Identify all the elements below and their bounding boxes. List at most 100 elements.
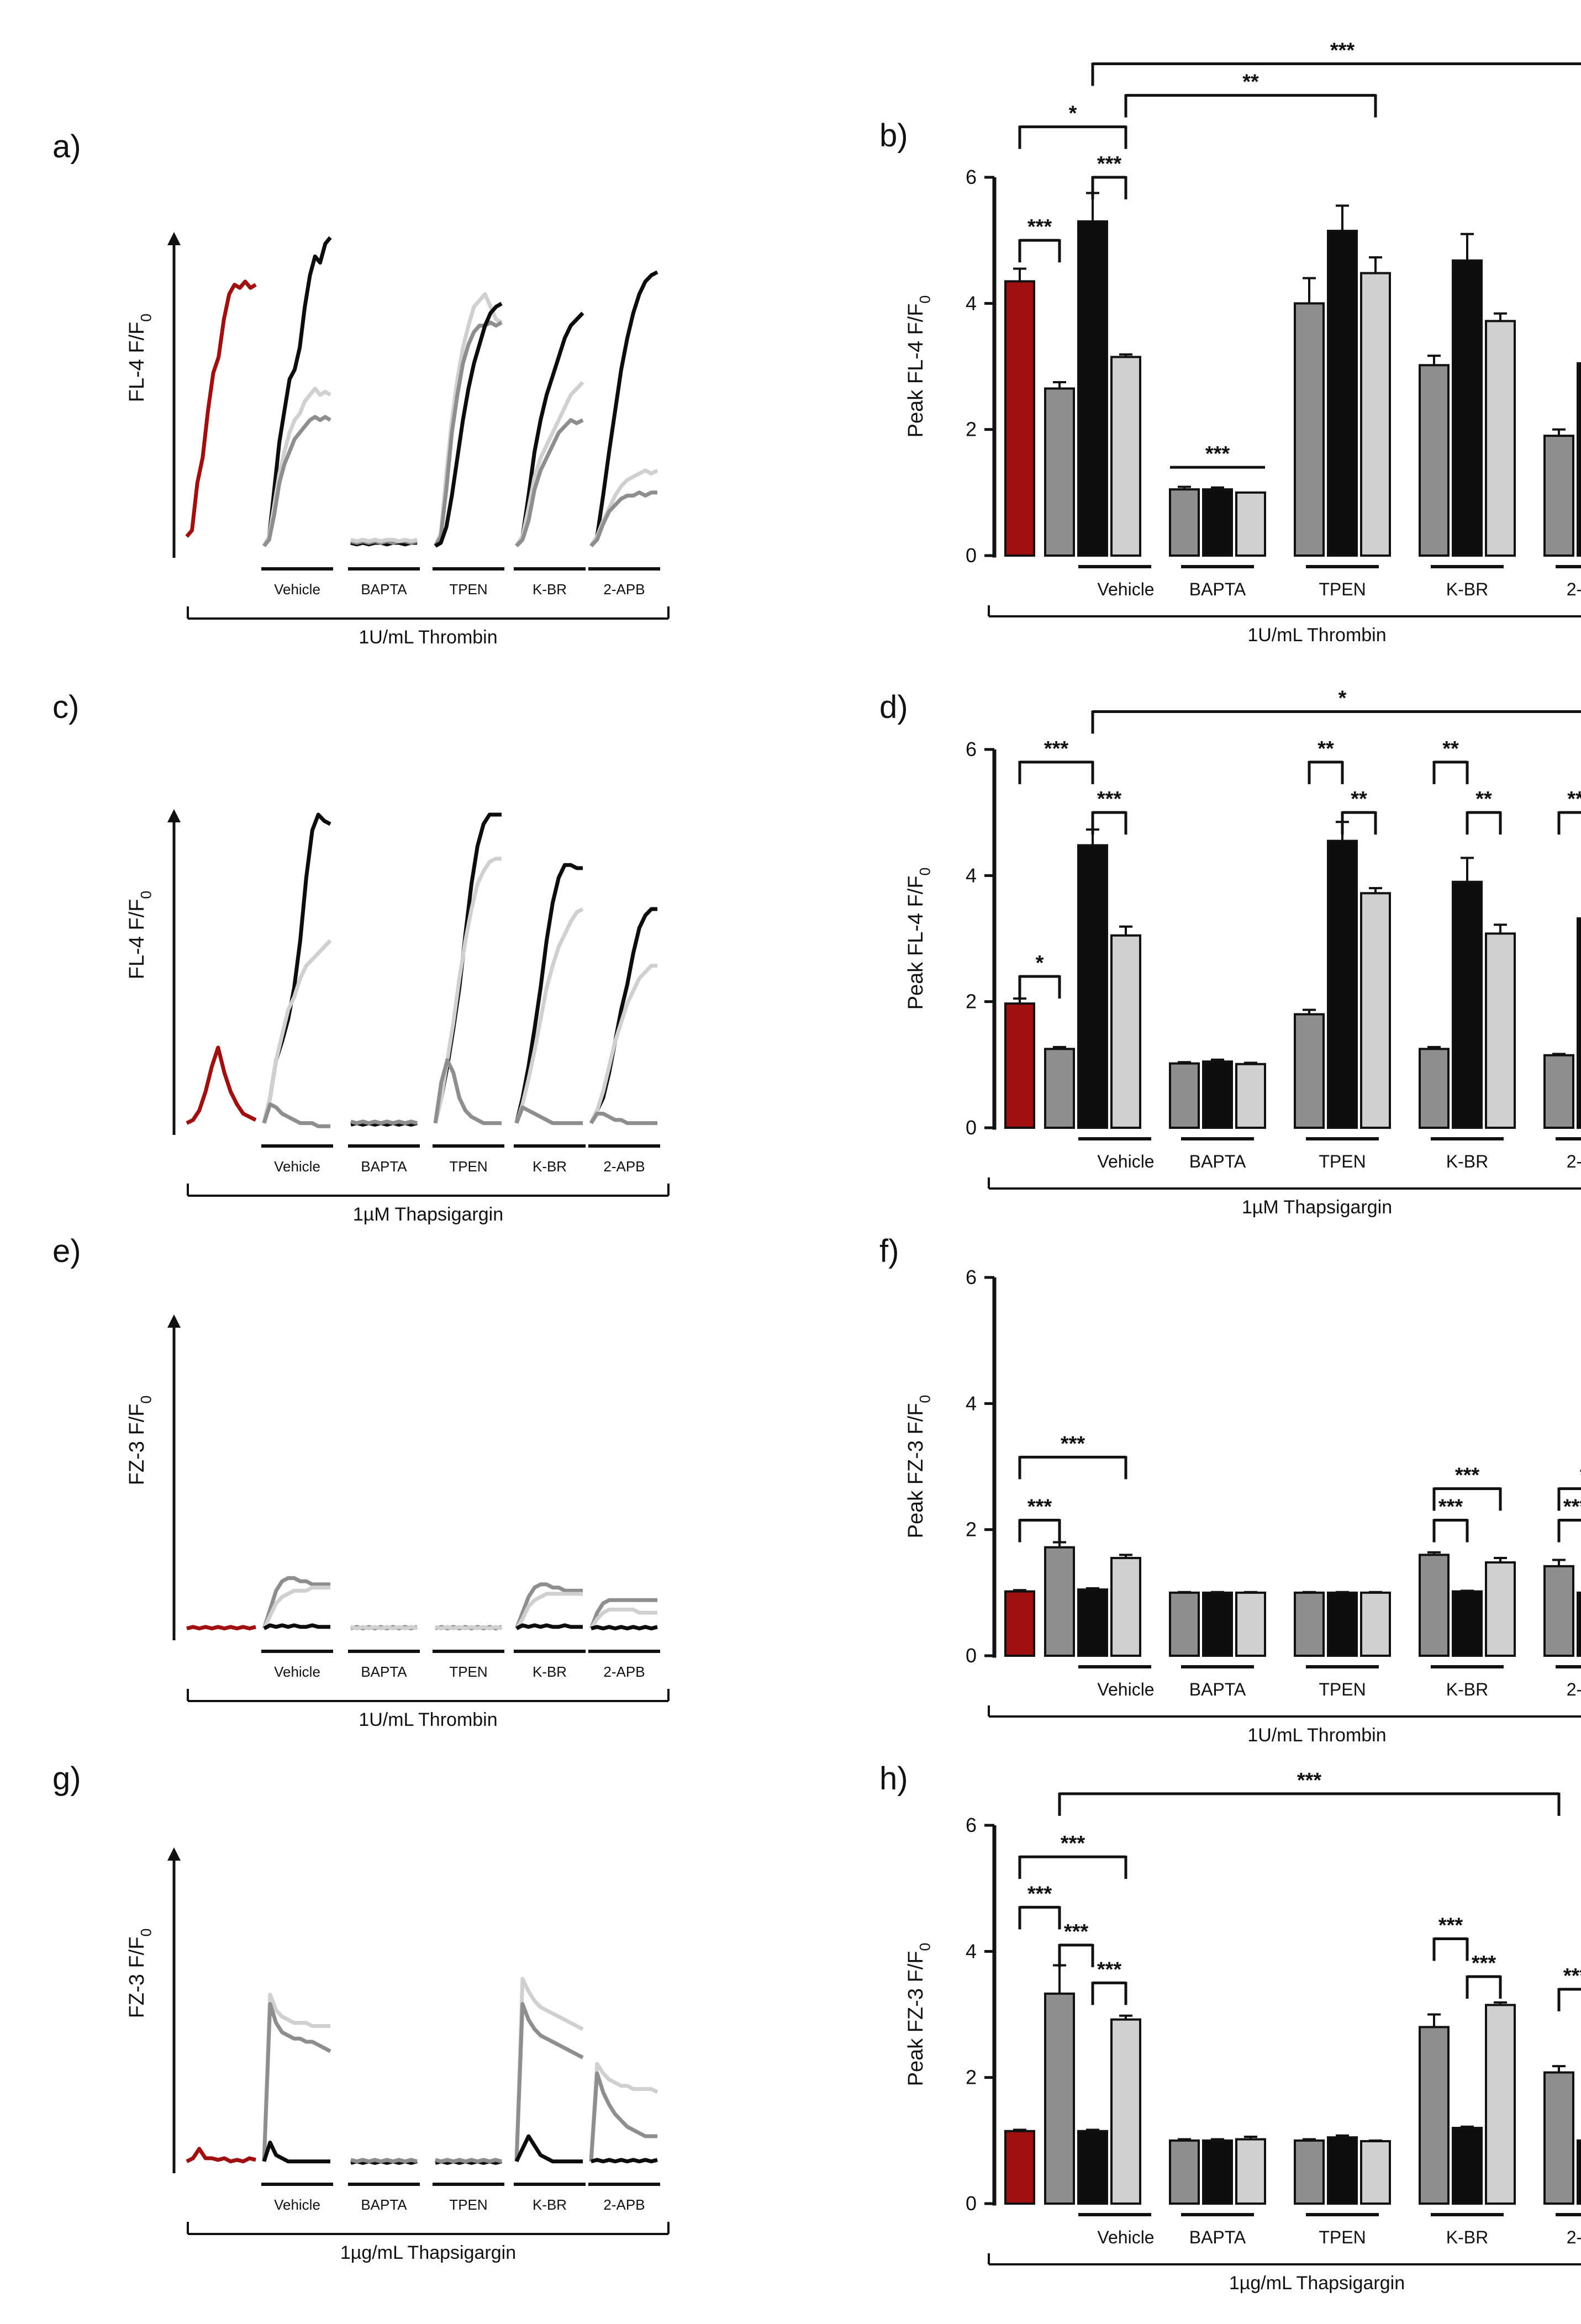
group-label: K-BR (1446, 2227, 1488, 2247)
sig-label: *** (1563, 1496, 1581, 1519)
trace-2-apb-grey (589, 490, 657, 548)
sig-label: *** (1097, 1958, 1122, 1981)
panel-label-c: c) (52, 689, 79, 725)
group-label: BAPTA (361, 581, 407, 598)
trace-vehicle-light (262, 1993, 330, 2162)
bar-tpen-grey (1294, 1591, 1325, 1657)
y-tick-label-f: 6 (966, 1266, 977, 1288)
group-label: TPEN (1319, 579, 1366, 599)
trace-k-br-grey (515, 418, 584, 548)
bar-bapta-grey (1169, 2139, 1200, 2205)
y-tick-label-f: 2 (966, 1518, 977, 1541)
trace-k-br-light (514, 1977, 584, 2162)
y-axis-title-d-text: Peak FL-4 F/F (904, 875, 927, 1010)
sig-label: *** (1027, 215, 1052, 239)
sig-label: *** (1297, 1769, 1322, 1792)
arrow-head-icon (167, 1847, 181, 1861)
group-label: Vehicle (274, 2196, 320, 2213)
group-label: 2-APB (1567, 579, 1581, 599)
bar-bapta-light (1235, 1591, 1266, 1657)
trace-vehicle-light (262, 939, 332, 1124)
arrow-head-icon (167, 1314, 181, 1328)
y-axis-title-c: FL-4 F/F0 (125, 891, 154, 979)
group-label: TPEN (449, 581, 487, 598)
trace-k-br-grey (514, 1105, 583, 1126)
group-label: TPEN (1319, 1152, 1366, 1171)
bar-2-apb-grey (1543, 2071, 1574, 2205)
sig-label: *** (1061, 1832, 1085, 1855)
bar-control (1004, 280, 1035, 557)
y-axis-title-h-subscript: 0 (916, 1943, 933, 1951)
bar-bapta-black (1202, 488, 1233, 557)
bar-tpen-light (1360, 892, 1391, 1129)
group-label: K-BR (533, 1158, 567, 1175)
bar-k-br-grey (1419, 364, 1450, 557)
y-tick-label-b: 6 (966, 166, 977, 188)
trace-control (185, 279, 257, 538)
sig-label: *** (1097, 788, 1122, 811)
trace-2-apb-grey (589, 1112, 657, 1126)
trace-tpen-black (434, 302, 503, 548)
bar-vehicle-light (1110, 1557, 1141, 1657)
trace-2-apb-light (589, 964, 657, 1124)
sig-label: *** (1061, 1432, 1085, 1455)
group-label: 2-APB (1567, 1679, 1581, 1699)
sig-label: * (1338, 687, 1347, 710)
trace-tpen-light (435, 1625, 502, 1631)
group-label: 2-APB (603, 1663, 645, 1680)
bar-2-apb-black (1577, 362, 1581, 557)
trace-vehicle-light (262, 1586, 330, 1630)
y-axis-title-b-text: Peak FL-4 F/F (904, 303, 927, 437)
group-label: K-BR (1446, 1152, 1488, 1171)
y-axis-title-d: Peak FL-4 F/F0 (904, 868, 933, 1010)
sig-label: *** (1455, 1464, 1480, 1487)
sig-label: * (1036, 952, 1044, 975)
bar-bapta-black (1202, 1060, 1233, 1129)
y-axis-title-a-subscript: 0 (138, 314, 154, 322)
bar-vehicle-black (1077, 844, 1108, 1129)
stimulus-label: 1U/mL Thrombin (1247, 1725, 1386, 1746)
bar-tpen-black (1327, 2136, 1358, 2205)
bar-tpen-light (1360, 272, 1391, 557)
y-axis-title-c-subscript: 0 (138, 891, 154, 899)
group-label: BAPTA (1189, 2227, 1246, 2247)
bar-k-br-light (1485, 932, 1516, 1129)
panel-label-b: b) (879, 118, 908, 154)
bar-control (1004, 1002, 1035, 1129)
y-axis-title-h: Peak FZ-3 F/F0 (904, 1943, 933, 2087)
y-axis-title-g-subscript: 0 (138, 1929, 154, 1937)
trace-bapta-grey (350, 2158, 418, 2164)
trace-vehicle-black (263, 1623, 330, 1630)
trace-vehicle-black (262, 2140, 330, 2164)
bar-vehicle-black (1077, 2130, 1108, 2205)
group-label: Vehicle (274, 581, 320, 598)
sig-label: *** (1438, 1496, 1463, 1519)
trace-2-apb-grey (589, 1598, 657, 1629)
bar-k-br-grey (1419, 1554, 1450, 1657)
trace-2-apb-light (589, 2062, 658, 2162)
y-tick-label-f: 4 (966, 1392, 977, 1414)
bar-2-apb-grey (1543, 1565, 1574, 1657)
stimulus-label: 1U/mL Thrombin (359, 627, 497, 648)
y-axis-title-f-text: Peak FZ-3 F/F (904, 1403, 927, 1538)
bar-tpen-grey (1294, 2139, 1325, 2205)
y-axis-title-c-text: FL-4 F/F (125, 899, 149, 980)
y-tick-label-h: 2 (966, 2066, 977, 2089)
bar-vehicle-grey (1044, 1048, 1075, 1129)
bar-bapta-grey (1169, 1591, 1200, 1657)
group-label: 2-APB (603, 581, 645, 598)
bar-bapta-light (1235, 491, 1266, 557)
bar-vehicle-grey (1044, 1546, 1075, 1657)
group-label: 2-APB (1567, 2227, 1581, 2247)
bar-bapta-light (1235, 2138, 1266, 2205)
sig-label: *** (1064, 1920, 1089, 1943)
group-label: 2-APB (1567, 1152, 1581, 1171)
group-label: BAPTA (1189, 1679, 1246, 1699)
trace-k-br-grey (514, 2002, 584, 2162)
bar-tpen-light (1360, 2140, 1391, 2205)
bar-2-apb-black (1577, 1591, 1581, 1657)
trace-k-br-grey (514, 1582, 583, 1629)
bar-bapta-black (1202, 1591, 1233, 1657)
trace-control (186, 2147, 256, 2164)
